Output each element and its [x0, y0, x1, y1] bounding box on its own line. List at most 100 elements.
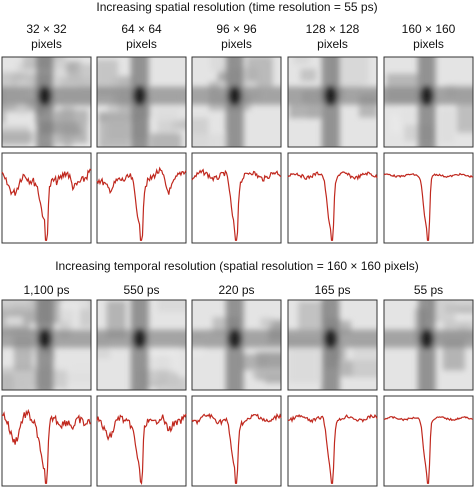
panel-label: 220 ps — [218, 283, 254, 297]
plot-frame — [383, 152, 474, 244]
image-patch — [63, 300, 90, 309]
image-patch — [293, 57, 310, 65]
panel-label: pixels — [31, 37, 62, 51]
image-patch — [97, 59, 118, 96]
image-patch — [106, 300, 127, 339]
section-title: Increasing temporal resolution (spatial … — [55, 259, 419, 273]
image-patch — [157, 300, 186, 312]
plot-frame — [96, 152, 187, 244]
profile-curve — [1, 408, 91, 484]
image-content — [384, 57, 473, 147]
profile-curve — [287, 171, 378, 241]
profile-curve — [191, 412, 282, 484]
image-patch — [442, 340, 465, 371]
image-content — [384, 300, 473, 390]
image-content — [97, 300, 186, 390]
image-frame — [191, 299, 282, 391]
image-patch — [171, 119, 186, 130]
plot-frame — [287, 152, 378, 244]
image-patch — [65, 62, 78, 73]
panel-label: 165 ps — [314, 283, 350, 297]
image-content — [2, 300, 91, 390]
panel-label: 160 × 160 — [402, 22, 456, 36]
image-patch — [5, 316, 23, 325]
image-patch — [2, 131, 41, 144]
panel-label: 64 × 64 — [121, 22, 162, 36]
image-patch — [300, 68, 317, 82]
image-blur — [192, 300, 281, 390]
image-frame — [191, 56, 282, 148]
plot-frame — [191, 395, 282, 487]
profile-curve — [96, 413, 187, 486]
panel-label: pixels — [413, 37, 444, 51]
image-blur — [2, 300, 91, 390]
image-patch — [289, 104, 323, 119]
section-title: Increasing spatial resolution (time reso… — [96, 0, 377, 14]
image-center — [132, 85, 147, 106]
reconstruction-image — [2, 300, 91, 390]
image-patch — [252, 367, 281, 379]
panel-label: 550 ps — [123, 283, 159, 297]
image-patch — [2, 300, 41, 311]
image-content — [192, 300, 281, 390]
image-patch — [352, 343, 377, 376]
panel-label: 32 × 32 — [26, 22, 67, 36]
panel-label: pixels — [317, 37, 348, 51]
reconstruction-image — [384, 300, 473, 390]
image-patch — [288, 346, 320, 383]
profile-curve — [1, 168, 92, 241]
image-patch — [2, 103, 6, 124]
profile-curve — [191, 168, 282, 241]
image-patch — [50, 59, 68, 81]
image-patch — [192, 133, 228, 147]
image-patch — [455, 300, 473, 307]
image-frame — [96, 299, 187, 391]
image-content — [288, 300, 377, 390]
reconstruction-image — [384, 57, 473, 147]
image-patch — [260, 317, 273, 328]
panel-label: 1,100 ps — [23, 283, 69, 297]
image-center — [323, 85, 338, 106]
image-center — [419, 328, 434, 349]
reconstruction-image — [288, 300, 377, 390]
plot-frame — [383, 395, 474, 487]
profile-curve — [383, 172, 474, 241]
image-frame — [287, 56, 378, 148]
plot-frame — [191, 152, 282, 244]
image-center — [132, 328, 147, 349]
reconstruction-image — [97, 57, 186, 147]
image-frame — [383, 56, 474, 148]
image-frame — [287, 299, 378, 391]
image-center — [37, 328, 52, 349]
image-patch — [269, 319, 281, 340]
image-center — [227, 328, 242, 349]
image-blur — [288, 57, 377, 147]
reconstruction-image — [192, 300, 281, 390]
image-content — [97, 57, 186, 147]
image-content — [288, 57, 377, 147]
panel-label: 55 ps — [414, 283, 443, 297]
image-center — [419, 85, 434, 106]
image-patch — [400, 110, 429, 122]
image-frame — [383, 299, 474, 391]
image-center — [227, 85, 242, 106]
reconstruction-image — [192, 57, 281, 147]
image-content — [2, 57, 91, 147]
image-patch — [390, 114, 402, 134]
panel-label: 96 × 96 — [216, 22, 257, 36]
image-patch — [98, 112, 130, 147]
reconstruction-image — [2, 57, 91, 147]
image-patch — [456, 104, 473, 133]
image-center — [323, 328, 338, 349]
image-frame — [1, 56, 92, 148]
plot-frame — [287, 395, 378, 487]
image-patch — [2, 366, 36, 390]
image-patch — [79, 300, 91, 328]
image-patch — [57, 372, 91, 384]
profile-curve — [383, 415, 474, 484]
reconstruction-image — [97, 300, 186, 390]
plot-frame — [96, 395, 187, 487]
profile-curve — [287, 413, 378, 484]
image-content — [192, 57, 281, 147]
